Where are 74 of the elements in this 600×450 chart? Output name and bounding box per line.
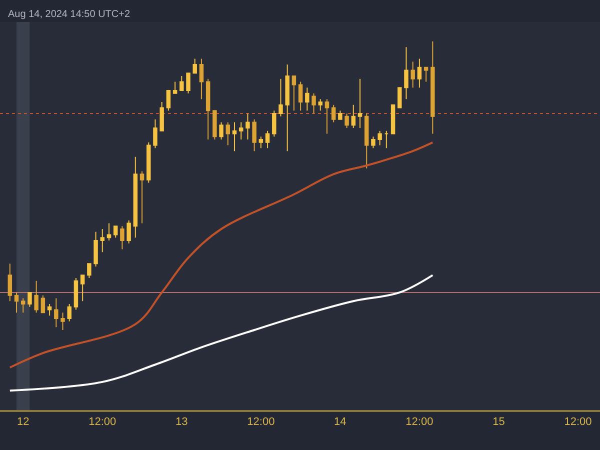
candlestick — [160, 102, 164, 132]
candlestick — [146, 142, 151, 184]
candlestick — [47, 304, 52, 316]
candlestick — [252, 118, 256, 152]
x-tick-label: 12:00 — [88, 416, 116, 428]
candlestick — [54, 298, 58, 328]
candlestick — [206, 78, 210, 140]
candlestick — [246, 113, 250, 140]
candlestick — [67, 304, 72, 322]
candlestick — [364, 113, 369, 169]
candlestick — [212, 110, 217, 140]
candlestick — [180, 76, 184, 91]
candlestick — [278, 78, 283, 117]
candlestick — [318, 98, 322, 112]
candlestick — [28, 292, 32, 308]
candlestick — [186, 72, 190, 94]
candlestick — [430, 40, 435, 134]
candlestick — [113, 226, 118, 238]
candlestick — [344, 113, 349, 128]
x-tick-label: 12 — [16, 416, 30, 428]
candlestick — [378, 130, 382, 146]
candlestick — [120, 226, 124, 250]
candlestick — [404, 46, 408, 100]
candlestick — [398, 87, 402, 108]
candlestick — [133, 156, 138, 238]
candlestick — [172, 81, 178, 94]
x-tick-label: 12:00 — [406, 416, 434, 428]
x-tick-label: 15 — [492, 416, 505, 428]
candlestick — [258, 136, 264, 149]
candlestick — [351, 104, 356, 128]
candlestick — [126, 220, 131, 244]
candlestick — [226, 122, 230, 146]
candlestick — [192, 58, 197, 74]
candlestick — [384, 130, 389, 149]
candlestick — [60, 312, 65, 330]
candlestick — [238, 122, 244, 140]
candlestick — [166, 90, 171, 112]
candlestick — [8, 263, 12, 302]
candlestick — [219, 122, 224, 140]
candlestick — [358, 78, 362, 128]
candlestick — [298, 81, 303, 112]
candlestick — [292, 76, 296, 112]
candlestick — [371, 136, 376, 149]
candlestick — [417, 58, 422, 88]
candlestick — [390, 104, 396, 134]
candlestick — [331, 104, 336, 123]
candlestick — [153, 118, 158, 149]
candlestick — [285, 64, 290, 152]
candlestick — [338, 110, 342, 120]
candlestick — [199, 58, 204, 100]
candlestick — [94, 231, 98, 267]
candlestick — [14, 292, 19, 314]
candlestick — [312, 92, 316, 114]
candlestick — [424, 66, 428, 82]
candlestick — [87, 263, 92, 279]
candlestick — [410, 61, 415, 88]
candlestick — [21, 298, 26, 314]
candlestick — [272, 110, 276, 138]
candlestick — [74, 278, 78, 310]
x-tick-label: 12:00 — [564, 416, 592, 428]
candlestick — [80, 274, 85, 302]
candlestick — [265, 130, 270, 149]
candlestick — [305, 87, 310, 112]
candlestick — [140, 170, 144, 224]
candlestick — [100, 228, 104, 253]
candlestick — [324, 98, 330, 134]
candlestick — [40, 294, 46, 314]
x-tick-label: 14 — [334, 416, 346, 428]
text: Aug 14, 2024 14:50 UTC+2 — [8, 9, 130, 20]
x-tick-label: 12:00 — [247, 416, 275, 428]
x-tick-label: 13 — [176, 416, 188, 428]
candlestick — [106, 222, 112, 242]
candlestick — [34, 280, 38, 314]
candlestick — [232, 122, 237, 152]
